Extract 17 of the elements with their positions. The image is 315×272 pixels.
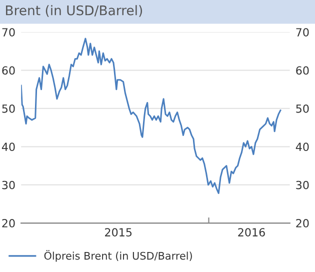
y-tick-label: 20 bbox=[2, 219, 15, 228]
x-tick-label: 2015 bbox=[105, 228, 132, 236]
y-tick-label: 50 bbox=[2, 104, 15, 113]
y2-tick-label: 50 bbox=[296, 104, 309, 113]
y-tick-label: 30 bbox=[2, 180, 15, 190]
line-series bbox=[21, 38, 282, 194]
y-tick-label: 70 bbox=[2, 28, 15, 36]
y2-tick-label: 60 bbox=[296, 66, 309, 75]
y2-tick-label: 70 bbox=[296, 28, 309, 36]
y-tick-label: 40 bbox=[2, 142, 15, 152]
chart-title: Brent (in USD/Barrel) bbox=[6, 5, 142, 17]
y2-tick-label: 30 bbox=[296, 180, 309, 190]
y2-tick-label: 40 bbox=[296, 142, 309, 152]
legend-label: Ölpreis Brent (in USD/Barrel) bbox=[44, 250, 192, 262]
x-tick-label: 2016 bbox=[238, 228, 265, 236]
y2-tick-label: 20 bbox=[296, 219, 309, 228]
y-tick-label: 60 bbox=[2, 66, 15, 75]
